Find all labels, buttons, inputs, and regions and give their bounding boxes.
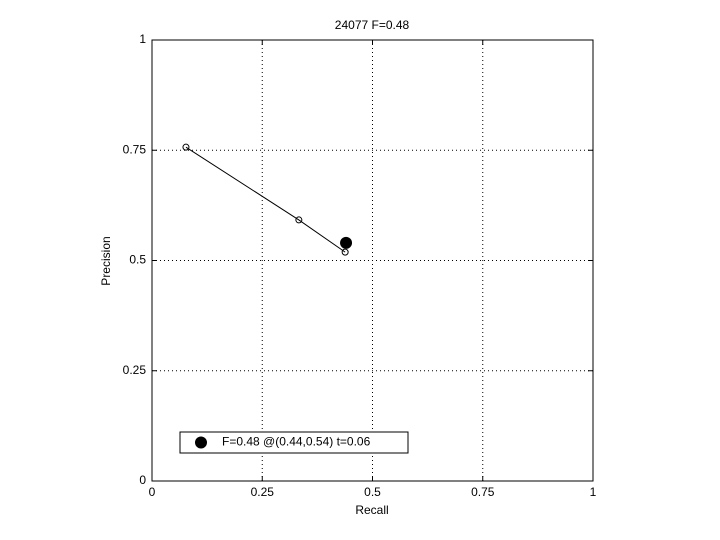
plot-frame xyxy=(151,39,594,482)
data-point xyxy=(341,248,349,256)
legend-marker xyxy=(195,436,207,449)
y-tick-label: 1 xyxy=(139,32,146,46)
data-point xyxy=(340,236,353,249)
data-point xyxy=(182,143,190,151)
x-tick-label: 0.75 xyxy=(471,485,495,499)
y-tick-label: 0.25 xyxy=(123,363,147,377)
x-tick-label: 0.5 xyxy=(364,485,381,499)
chart-title: 24077 F=0.48 xyxy=(335,18,410,32)
x-tick-label: 0 xyxy=(149,485,156,499)
y-tick-label: 0.5 xyxy=(129,253,146,267)
data-point xyxy=(295,216,303,224)
y-axis-label: Precision xyxy=(99,236,113,285)
x-axis-label: Recall xyxy=(355,503,388,517)
y-tick-label: 0.75 xyxy=(123,142,147,156)
y-tick-label: 0 xyxy=(139,473,146,487)
x-tick-label: 0.25 xyxy=(251,485,275,499)
legend-box xyxy=(179,431,409,454)
series-line xyxy=(185,146,346,253)
legend-label: F=0.48 @(0.44,0.54) t=0.06 xyxy=(222,435,371,449)
x-tick-label: 1 xyxy=(590,485,597,499)
